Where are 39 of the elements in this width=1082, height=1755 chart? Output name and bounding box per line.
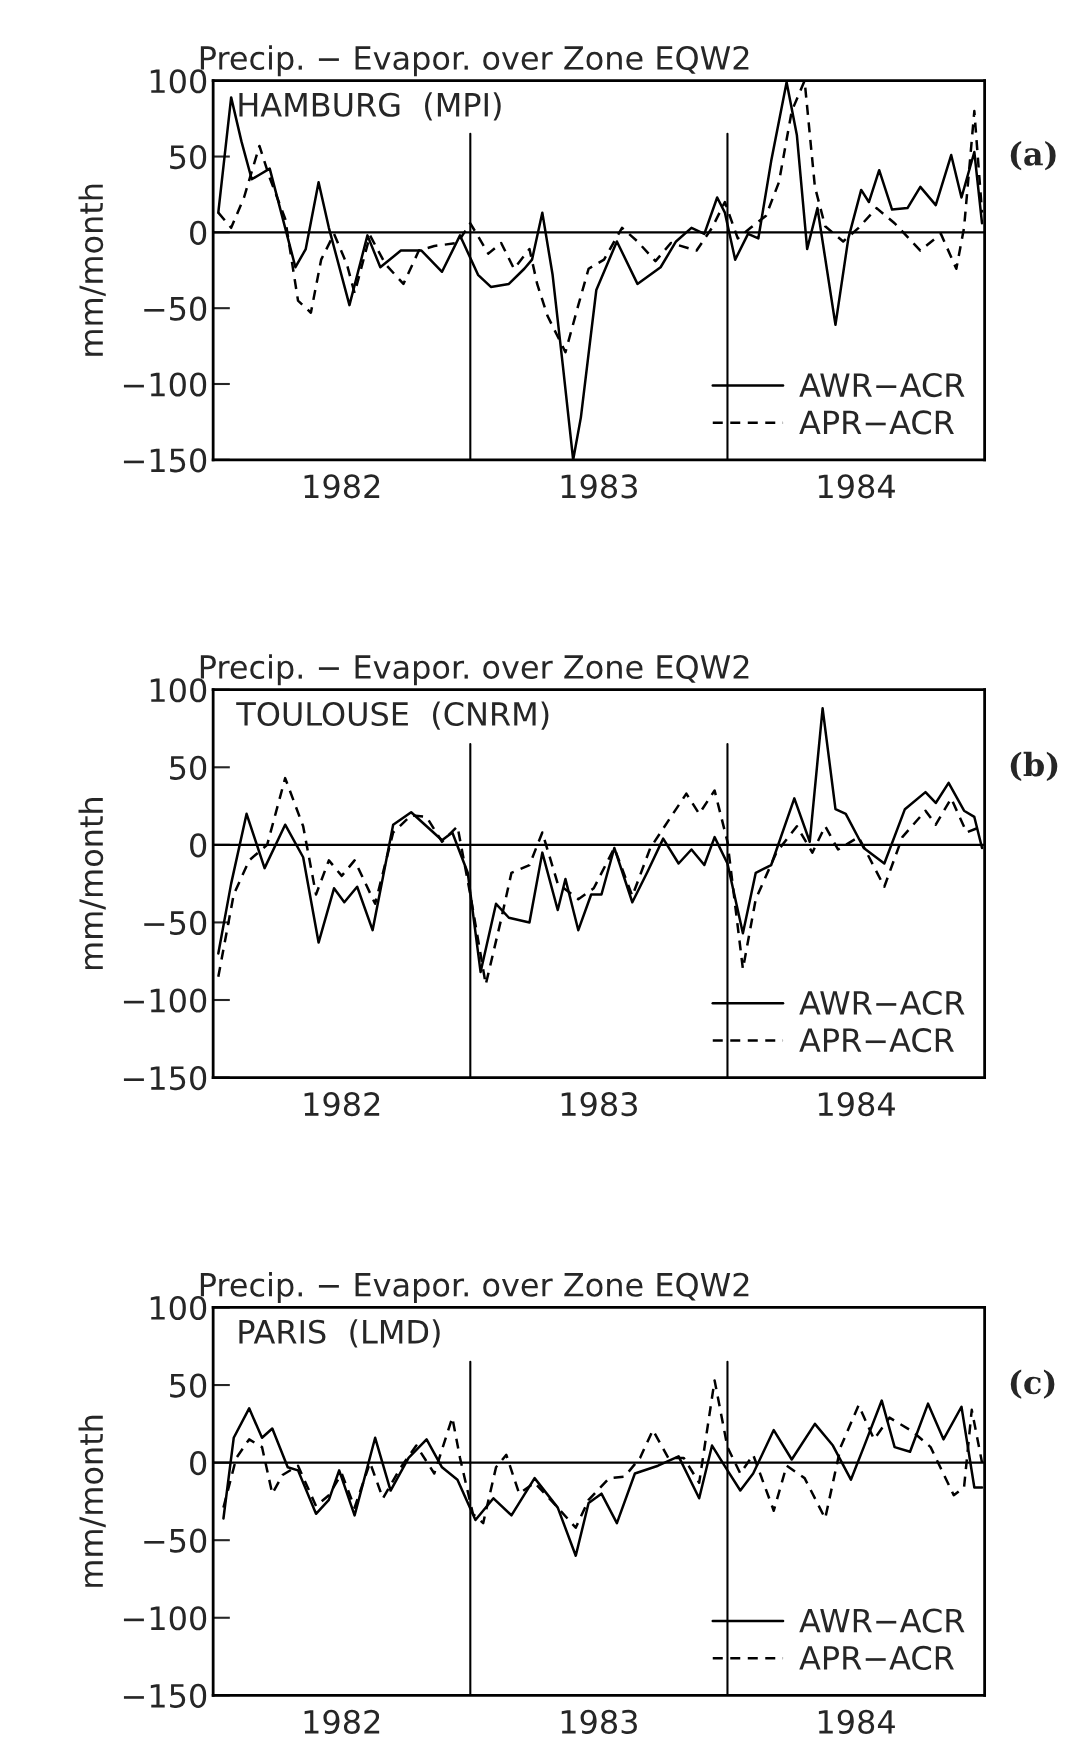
y-tick-label: 50	[170, 144, 207, 170]
y-axis-title: mm/month	[78, 1415, 106, 1587]
text: (a)	[1010, 141, 1056, 171]
x-tick-label: 1982	[304, 1092, 380, 1117]
y-tick-label: −100	[123, 1606, 207, 1631]
annotation: HAMBURG (MPI)	[239, 92, 501, 121]
legend-label: APR−ACR	[799, 1028, 954, 1053]
y-axis-title: mm/month	[78, 184, 106, 356]
y-tick-label: 0	[190, 1451, 207, 1476]
text: (c)	[1010, 1369, 1055, 1399]
y-tick-label: −150	[123, 1066, 207, 1091]
legend-label: APR−ACR	[799, 1645, 954, 1670]
y-tick-label: −50	[144, 296, 207, 321]
y-tick-label: −50	[144, 910, 207, 936]
x-tick-label: 1982	[304, 1709, 380, 1734]
x-tick-label: 1984	[818, 1092, 895, 1117]
y-tick-label: 50	[170, 1373, 207, 1398]
x-tick-label: 1982	[304, 474, 380, 499]
x-tick-label: 1983	[561, 474, 637, 499]
x-tick-label: 1983	[561, 1709, 637, 1734]
y-tick-label: −150	[123, 448, 207, 473]
legend-label: AWR−ACR	[799, 1608, 965, 1633]
y-axis-title: mm/month	[78, 798, 106, 970]
y-tick-label: −50	[144, 1528, 207, 1553]
y-tick-label: −100	[123, 372, 207, 397]
legend-label: AWR−ACR	[799, 372, 965, 398]
x-tick-label: 1984	[818, 1709, 895, 1734]
y-tick-label: −100	[123, 988, 207, 1013]
annotation: PARIS (LMD)	[239, 1319, 440, 1348]
text: (b)	[1010, 751, 1058, 782]
y-tick-label: 50	[170, 755, 207, 780]
legend-label: APR−ACR	[799, 410, 954, 435]
y-tick-label: 0	[190, 833, 207, 858]
x-tick-label: 1983	[561, 1092, 637, 1117]
annotation: TOULOUSE (CNRM)	[236, 701, 549, 730]
legend-label: AWR−ACR	[799, 990, 965, 1015]
y-tick-label: −150	[123, 1683, 207, 1708]
y-tick-label: 0	[190, 220, 207, 245]
x-tick-label: 1984	[818, 474, 895, 499]
